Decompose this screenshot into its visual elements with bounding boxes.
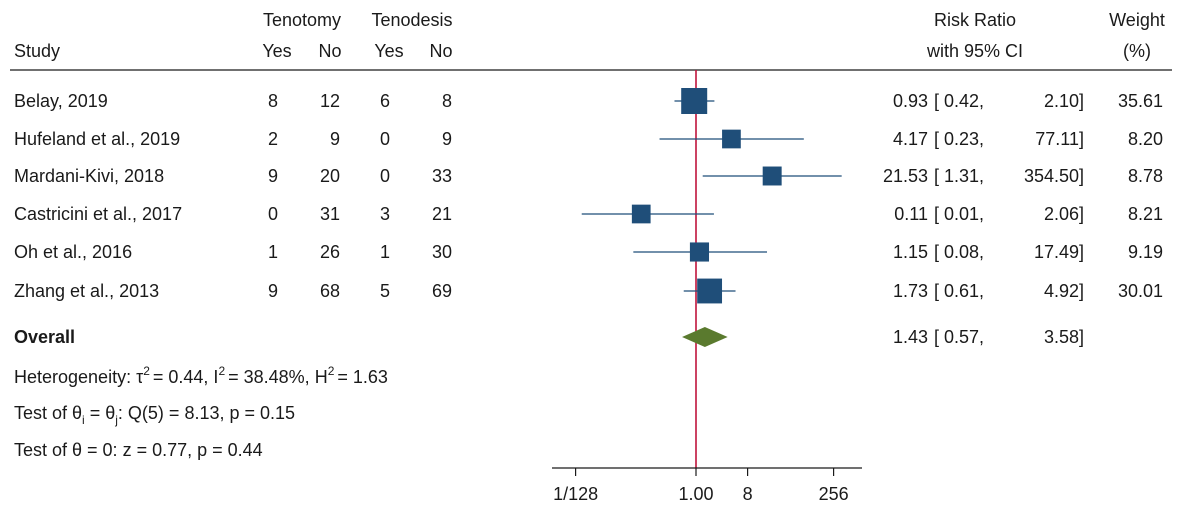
overall-ci-upper: 3.58] (1044, 327, 1084, 347)
test-zero-stat: Test of θ = 0: z = 0.77, p = 0.44 (14, 440, 263, 460)
x-tick-label: 8 (743, 484, 753, 504)
header-weight: Weight (1109, 10, 1165, 30)
study-name: Oh et al., 2016 (14, 242, 132, 262)
ci-lower-value: [ 0.23, (934, 129, 984, 149)
study-name: Belay, 2019 (14, 91, 108, 111)
tenodesis-yes-value: 0 (380, 129, 390, 149)
effect-marker (697, 278, 723, 304)
study-name: Castricini et al., 2017 (14, 204, 182, 224)
risk-ratio-value: 1.73 (893, 281, 928, 301)
study-rows: Belay, 2019 8 12 6 8 0.93[ 0.42, 2.10] 35.61Huf… (14, 91, 1163, 347)
tenodesis-yes-value: 0 (380, 166, 390, 186)
header-tenotomy-no: No (318, 41, 341, 61)
weight-value: 9.19 (1128, 242, 1163, 262)
tenodesis-yes-value: 6 (380, 91, 390, 111)
tenodesis-no-value: 30 (432, 242, 452, 262)
tenotomy-yes-value: 8 (268, 91, 278, 111)
risk-ratio-value: 4.17 (893, 129, 928, 149)
study-name: Mardani-Kivi, 2018 (14, 166, 164, 186)
header-tenotomy: Tenotomy (263, 10, 341, 30)
test-equal-stat: Test of θi = θj: Q(5) = 8.13, p = 0.15 (14, 403, 295, 427)
tenotomy-no-value: 20 (320, 166, 340, 186)
tenotomy-no-value: 68 (320, 281, 340, 301)
ci-lower-value: [ 0.01, (934, 204, 984, 224)
weight-value: 35.61 (1118, 91, 1163, 111)
ci-upper-value: 354.50] (1024, 166, 1084, 186)
tenotomy-no-value: 31 (320, 204, 340, 224)
tenodesis-no-value: 33 (432, 166, 452, 186)
effect-marker (762, 166, 782, 186)
overall-diamond (682, 327, 728, 347)
header-ci: with 95% CI (926, 41, 1023, 61)
stats-block: Heterogeneity: τ2 = 0.44, I2 = 38.48%, H2 =… (14, 364, 388, 460)
ci-upper-value: 77.11] (1035, 129, 1084, 149)
overall-ci-lower: [ 0.57, (934, 327, 984, 347)
weight-value: 8.20 (1128, 129, 1163, 149)
heterogeneity-stat: Heterogeneity: τ2 = 0.44, I2 = 38.48%, H2 =… (14, 364, 388, 387)
tenotomy-yes-value: 9 (268, 281, 278, 301)
tenotomy-yes-value: 2 (268, 129, 278, 149)
study-name: Zhang et al., 2013 (14, 281, 159, 301)
overall-risk-ratio: 1.43 (893, 327, 928, 347)
plot-marks (581, 70, 842, 468)
tenodesis-yes-value: 5 (380, 281, 390, 301)
weight-value: 8.21 (1128, 204, 1163, 224)
tenotomy-no-value: 12 (320, 91, 340, 111)
header-weight-unit: (%) (1123, 41, 1151, 61)
tenodesis-yes-value: 3 (380, 204, 390, 224)
header-tenotomy-yes: Yes (262, 41, 291, 61)
overall-label: Overall (14, 327, 75, 347)
column-headers: Tenotomy Tenodesis Study Yes No Yes No R… (14, 10, 1165, 61)
tenodesis-yes-value: 1 (380, 242, 390, 262)
effect-marker (631, 204, 651, 224)
header-tenodesis-yes: Yes (374, 41, 403, 61)
risk-ratio-value: 1.15 (893, 242, 928, 262)
x-tick-label: 1/128 (553, 484, 598, 504)
tenotomy-yes-value: 1 (268, 242, 278, 262)
tenotomy-no-value: 26 (320, 242, 340, 262)
ci-upper-value: 2.10] (1044, 91, 1084, 111)
tenotomy-no-value: 9 (330, 129, 340, 149)
ci-lower-value: [ 0.08, (934, 242, 984, 262)
ci-upper-value: 4.92] (1044, 281, 1084, 301)
x-tick-label: 256 (819, 484, 849, 504)
effect-marker (689, 242, 710, 262)
ci-upper-value: 2.06] (1044, 204, 1084, 224)
tenodesis-no-value: 21 (432, 204, 452, 224)
risk-ratio-value: 0.93 (893, 91, 928, 111)
ci-lower-value: [ 1.31, (934, 166, 984, 186)
tenodesis-no-value: 9 (442, 129, 452, 149)
header-risk-ratio: Risk Ratio (934, 10, 1016, 30)
header-study: Study (14, 41, 60, 61)
x-axis: 1/128 1.00 8 256 (552, 467, 862, 504)
study-name: Hufeland et al., 2019 (14, 129, 180, 149)
tenotomy-yes-value: 0 (268, 204, 278, 224)
header-tenodesis-no: No (429, 41, 452, 61)
tenotomy-yes-value: 9 (268, 166, 278, 186)
ci-lower-value: [ 0.61, (934, 281, 984, 301)
tenodesis-no-value: 8 (442, 91, 452, 111)
effect-marker (722, 129, 741, 149)
tenodesis-no-value: 69 (432, 281, 452, 301)
risk-ratio-value: 0.11 (894, 204, 928, 224)
ci-upper-value: 17.49] (1034, 242, 1084, 262)
ci-lower-value: [ 0.42, (934, 91, 984, 111)
weight-value: 8.78 (1128, 166, 1163, 186)
risk-ratio-value: 21.53 (883, 166, 928, 186)
effect-marker (681, 88, 708, 114)
weight-value: 30.01 (1118, 281, 1163, 301)
x-tick-label: 1.00 (678, 484, 713, 504)
header-tenodesis: Tenodesis (371, 10, 452, 30)
